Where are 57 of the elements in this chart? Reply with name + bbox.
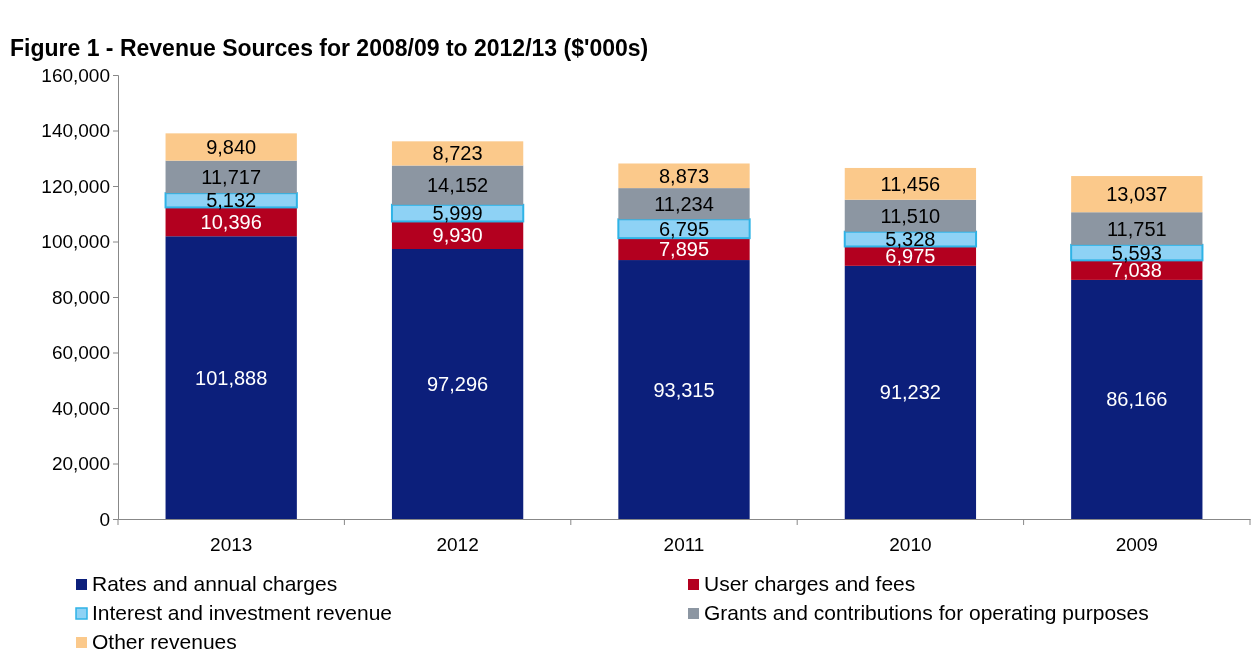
legend-label: User charges and fees: [704, 572, 916, 595]
data-label: 5,593: [1111, 241, 1162, 264]
data-label: 6,795: [658, 217, 710, 240]
bar: [391, 249, 524, 519]
x-tick-label: 2013: [210, 533, 253, 555]
data-label: 10,396: [200, 210, 262, 233]
data-label: 5,132: [206, 189, 257, 212]
y-tick-label: 160,000: [41, 64, 110, 86]
legend-label: Other revenues: [92, 630, 237, 653]
bar: [165, 160, 297, 194]
data-label: 9,840: [206, 136, 257, 158]
data-label: 101,888: [195, 366, 268, 389]
y-tick-label: 20,000: [51, 453, 110, 475]
chart-title: Figure 1 - Revenue Sources for 2008/09 to 2012/13 ($'000s): [10, 35, 649, 61]
bar: [844, 167, 977, 200]
bar: [618, 163, 750, 189]
data-label: 7,895: [658, 238, 710, 261]
data-label: 91,232: [879, 381, 941, 404]
bar: [618, 260, 750, 519]
data-label: 97,296: [427, 373, 489, 395]
data-label: 11,751: [1106, 217, 1167, 240]
data-label: 9,930: [432, 224, 483, 247]
bar: [618, 188, 750, 220]
bar: [1071, 176, 1203, 213]
y-tick-label: 140,000: [41, 120, 110, 142]
bar: [165, 236, 297, 519]
y-tick-label: 100,000: [41, 231, 110, 253]
data-label: 11,234: [654, 192, 714, 215]
y-tick-label: 60,000: [51, 342, 110, 364]
data-label: 8,723: [432, 142, 483, 165]
data-label: 11,510: [880, 204, 941, 227]
y-tick-label: 80,000: [51, 286, 110, 308]
data-label: 11,717: [201, 165, 262, 188]
data-label: 86,166: [1106, 388, 1168, 411]
x-tick-label: 2010: [889, 533, 932, 555]
x-tick-label: 2009: [1115, 533, 1158, 555]
bar: [391, 165, 524, 205]
legend-label: Rates and annual charges: [92, 572, 338, 595]
y-tick-label: 40,000: [51, 397, 110, 419]
bar: [165, 133, 297, 161]
bar: [844, 265, 977, 519]
bar: [1071, 279, 1203, 519]
data-label: 13,037: [1106, 183, 1168, 206]
data-label: 11,456: [880, 172, 941, 195]
legend-label: Interest and investment revenue: [92, 601, 393, 624]
legend-label: Grants and contributions for operating purposes: [704, 601, 1149, 624]
y-tick-label: 120,000: [41, 175, 110, 197]
x-tick-label: 2011: [663, 533, 705, 555]
data-label: 5,999: [432, 202, 483, 225]
bar: [844, 199, 977, 232]
data-label: 8,873: [658, 164, 710, 187]
data-label: 14,152: [427, 174, 489, 197]
x-tick-label: 2012: [436, 533, 479, 555]
bar: [1071, 212, 1203, 245]
bar: [391, 141, 524, 166]
data-label: 93,315: [653, 378, 715, 401]
y-tick-label: 0: [99, 508, 110, 530]
